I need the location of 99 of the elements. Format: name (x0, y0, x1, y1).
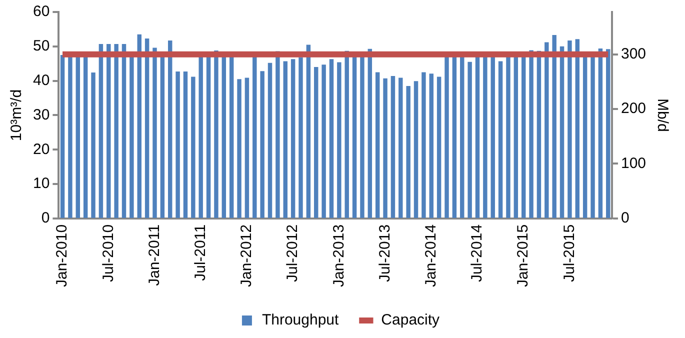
bar (130, 55, 134, 218)
bar (137, 34, 142, 218)
bar (83, 55, 88, 218)
y2-tick-label: 300 (620, 45, 646, 62)
bar (468, 62, 472, 218)
bar (329, 59, 334, 218)
bar (422, 72, 426, 218)
bar (298, 57, 303, 218)
y2-axis-title: Mb/d (654, 98, 671, 132)
bar (60, 55, 65, 218)
bar (152, 48, 157, 218)
y-tick-label: 20 (32, 140, 50, 158)
x-tick-label: Jul-2010 (100, 224, 117, 282)
bar (414, 81, 418, 218)
bar (214, 50, 218, 218)
bar (514, 55, 518, 218)
bar (237, 79, 242, 218)
bar (506, 55, 510, 218)
bar (244, 78, 250, 218)
bar (191, 76, 196, 218)
bar (483, 55, 488, 218)
bar (436, 76, 442, 218)
bar (521, 55, 526, 218)
bar (529, 50, 534, 218)
y2-tick-label: 0 (620, 210, 630, 227)
bar (268, 62, 272, 218)
bar (106, 44, 111, 218)
bar (176, 72, 180, 218)
bar (322, 64, 326, 218)
bar (398, 78, 403, 218)
bar (276, 51, 280, 218)
bar (390, 76, 396, 218)
bar (352, 55, 357, 218)
bar (582, 55, 588, 218)
bar (198, 55, 203, 218)
bar (344, 50, 349, 218)
bar (568, 40, 572, 218)
y-tick-label: 50 (32, 38, 50, 55)
bar (452, 55, 457, 218)
bar (575, 39, 580, 218)
bar (68, 55, 72, 218)
bar (144, 38, 150, 218)
y-tick-label: 0 (41, 210, 50, 227)
bar (460, 55, 464, 218)
bar (560, 46, 564, 218)
bar (98, 44, 104, 218)
bar (590, 55, 595, 218)
bar (375, 72, 380, 218)
x-tick-label: Jan-2013 (330, 224, 348, 288)
x-tick-label: Jul-2013 (376, 224, 394, 282)
bar (552, 35, 556, 218)
bar (290, 59, 296, 218)
y-tick-label: 30 (32, 106, 50, 124)
y2-tick-label: 200 (620, 100, 646, 118)
bar (314, 67, 318, 218)
bar (183, 72, 188, 218)
bar (114, 44, 118, 218)
bar (222, 55, 226, 218)
bar (383, 78, 388, 218)
bar (91, 72, 96, 218)
legend-label: Throughput (262, 312, 340, 329)
bar (606, 49, 610, 218)
bar (337, 62, 342, 218)
x-tick-label: Jan-2012 (238, 224, 256, 288)
bar (283, 61, 288, 218)
y-tick-label: 10 (32, 175, 50, 192)
x-tick-label: Jan-2014 (422, 224, 440, 288)
bar (536, 50, 542, 218)
bar (368, 48, 372, 218)
x-tick-label: Jan-2010 (54, 224, 71, 288)
bar (429, 74, 434, 218)
bar (160, 55, 165, 218)
bar (229, 55, 234, 218)
bar (406, 86, 410, 218)
x-tick-label: Jan-2011 (146, 224, 163, 286)
x-tick-label: Jul-2012 (284, 224, 302, 282)
bar (306, 44, 311, 218)
y-tick-label: 60 (32, 3, 50, 20)
bar (260, 71, 264, 218)
legend-label: Capacity (381, 312, 440, 329)
bar (490, 55, 495, 218)
x-tick-label: Jul-2015 (560, 224, 578, 282)
y-tick-label: 40 (32, 72, 50, 89)
x-tick-label: Jul-2014 (468, 224, 486, 282)
bar (168, 40, 172, 218)
bar (76, 55, 80, 218)
y2-tick-label: 100 (620, 154, 646, 172)
bar (544, 42, 549, 218)
bar (122, 44, 126, 218)
x-tick-label: Jul-2011 (192, 224, 209, 281)
bar (252, 55, 257, 218)
bar (360, 55, 364, 218)
bar (475, 55, 480, 218)
x-tick-label: Jan-2015 (514, 224, 532, 288)
bar (598, 48, 603, 218)
bar (498, 61, 503, 218)
y-axis-title: 10³m³/d (8, 89, 26, 142)
bar (444, 55, 449, 218)
bar (206, 55, 211, 218)
